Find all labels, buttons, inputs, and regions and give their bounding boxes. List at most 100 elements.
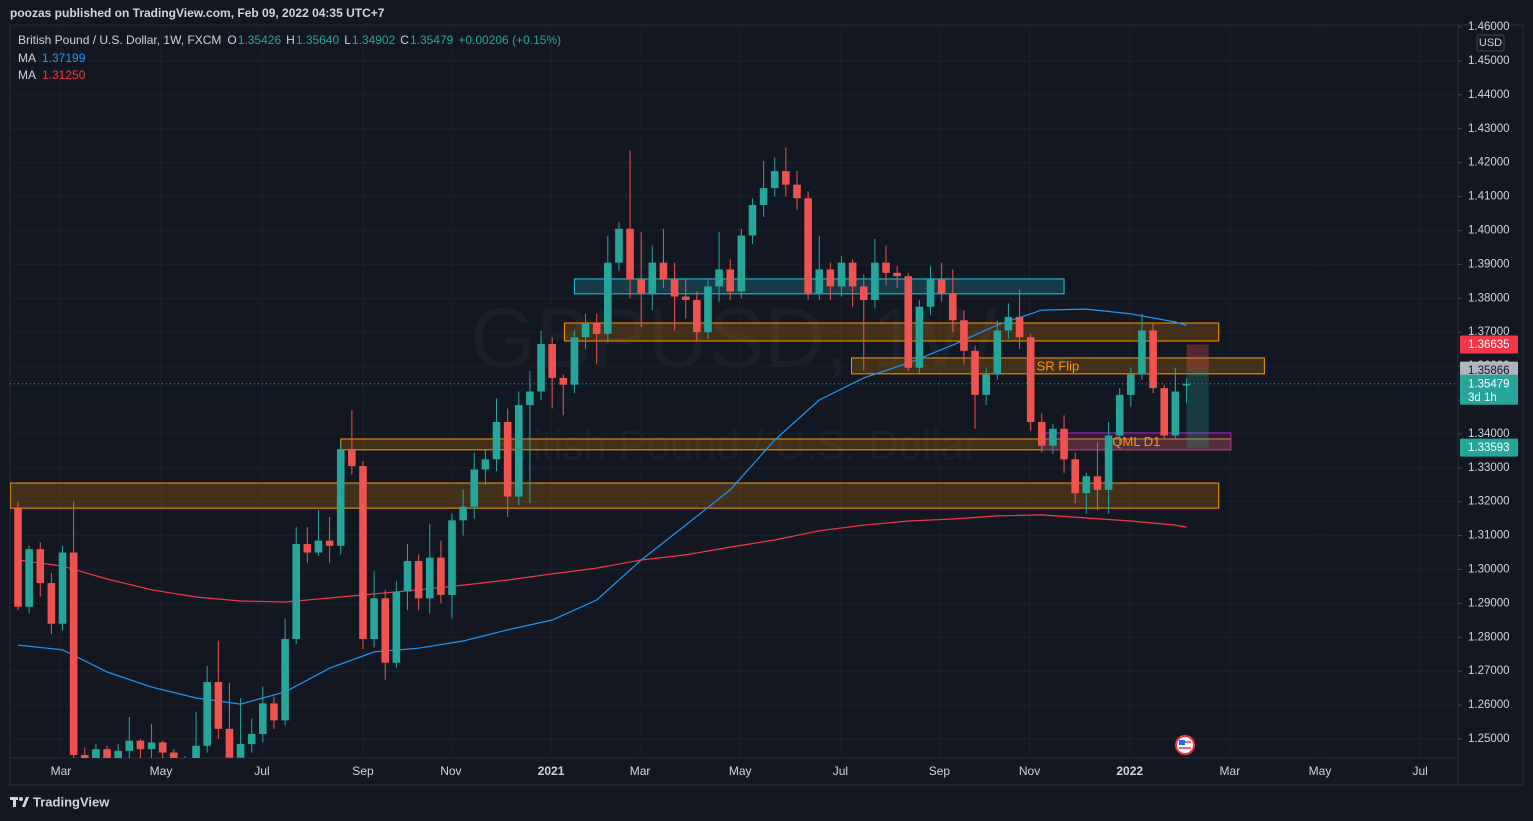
candle (370, 571, 378, 648)
y-tick-label: 1.39000 (1468, 258, 1510, 270)
zone (563, 322, 1220, 342)
candle-body (793, 184, 801, 199)
candle-body (960, 320, 968, 351)
candle-body (225, 728, 234, 758)
legend-text: 1.35479 (410, 33, 454, 47)
y-tick-label: 1.28000 (1468, 631, 1510, 643)
candle (259, 686, 267, 743)
y-tick-label: 1.38000 (1468, 292, 1510, 304)
candle-body (971, 350, 979, 395)
legend-text: +0.00206 (+0.15%) (458, 33, 561, 47)
candle-body (348, 449, 356, 467)
candle (971, 345, 979, 429)
price-label-box (1460, 335, 1518, 354)
plot-area: SR Flip QML D1 (10, 147, 1458, 758)
candle (1149, 323, 1157, 394)
candle (403, 544, 412, 611)
x-tick-label: Sep (352, 764, 374, 778)
candle-body (1015, 316, 1024, 338)
candle (125, 716, 134, 758)
candle (670, 262, 679, 331)
candle-body (14, 508, 22, 607)
candle-body (125, 740, 134, 751)
candle-body (281, 638, 289, 721)
candle-body (715, 269, 723, 287)
candle (1060, 415, 1068, 473)
candle (170, 749, 178, 758)
currency-box (1476, 34, 1505, 52)
candle-body (47, 583, 56, 624)
candle (136, 739, 145, 758)
candle (281, 618, 289, 726)
price-label-box (1460, 374, 1518, 405)
legend-text: 1.34902 (352, 33, 396, 47)
candle (826, 262, 835, 300)
position-target (1186, 344, 1209, 371)
candle-body (214, 682, 223, 729)
candle (92, 744, 100, 758)
candle-body (559, 377, 568, 385)
y-tick-label: 1.27000 (1468, 665, 1510, 677)
candle (103, 745, 111, 758)
candle-body (437, 557, 445, 595)
candle-body (492, 422, 501, 460)
y-tick-label: 1.32000 (1468, 496, 1510, 508)
candle (336, 444, 345, 555)
candle-body (114, 750, 122, 758)
candle-body (704, 286, 712, 333)
candle-body (136, 740, 145, 750)
candle (1160, 384, 1169, 439)
legend-text: MA (18, 51, 36, 65)
candle (1127, 367, 1135, 407)
candle-body (1071, 459, 1079, 494)
candle (871, 238, 879, 309)
price-label-note: 3d 1h (1468, 392, 1497, 404)
moving-average (17, 514, 1187, 603)
candle (882, 245, 890, 285)
candle-body (948, 293, 957, 321)
flag-canton (1179, 740, 1185, 745)
candle (514, 391, 523, 506)
candle (559, 374, 568, 416)
candle (314, 510, 323, 556)
candle-body (514, 405, 523, 497)
candle-body (325, 540, 334, 546)
candle-body (670, 279, 679, 297)
candle (14, 501, 22, 611)
candle-body (1138, 330, 1146, 375)
zone-label: SR Flip (1037, 358, 1080, 373)
candle (1004, 303, 1013, 339)
candle (982, 367, 990, 406)
y-tick-label: 1.44000 (1468, 89, 1510, 101)
candle-body (826, 269, 835, 287)
candle-body (837, 262, 846, 287)
y-tick-label: 1.40000 (1468, 224, 1510, 236)
candle (570, 330, 579, 394)
y-tick-label: 1.34000 (1468, 428, 1510, 440)
legend-text: O (227, 33, 236, 47)
candle-body (537, 344, 545, 392)
candle-body (770, 171, 779, 189)
candle (1049, 423, 1057, 455)
candle-body (147, 742, 156, 750)
candle (681, 279, 690, 319)
candle (36, 542, 45, 597)
candle-body (748, 205, 757, 236)
candle (147, 723, 156, 758)
candle-body (236, 744, 245, 758)
candle-body (103, 749, 111, 758)
candle-body (381, 598, 390, 663)
candle (926, 266, 935, 316)
candle-body (69, 552, 78, 755)
candle-body (503, 422, 512, 497)
candle (715, 232, 723, 302)
x-tick-label: 2021 (538, 764, 565, 778)
candle (848, 259, 857, 307)
candle (904, 272, 913, 372)
price-label: 1.35866 (1468, 365, 1510, 377)
x-tick-label: May (1309, 764, 1332, 778)
candle-body (1115, 394, 1124, 436)
candle (236, 698, 245, 758)
candle (948, 269, 957, 333)
candle-body (370, 598, 378, 639)
